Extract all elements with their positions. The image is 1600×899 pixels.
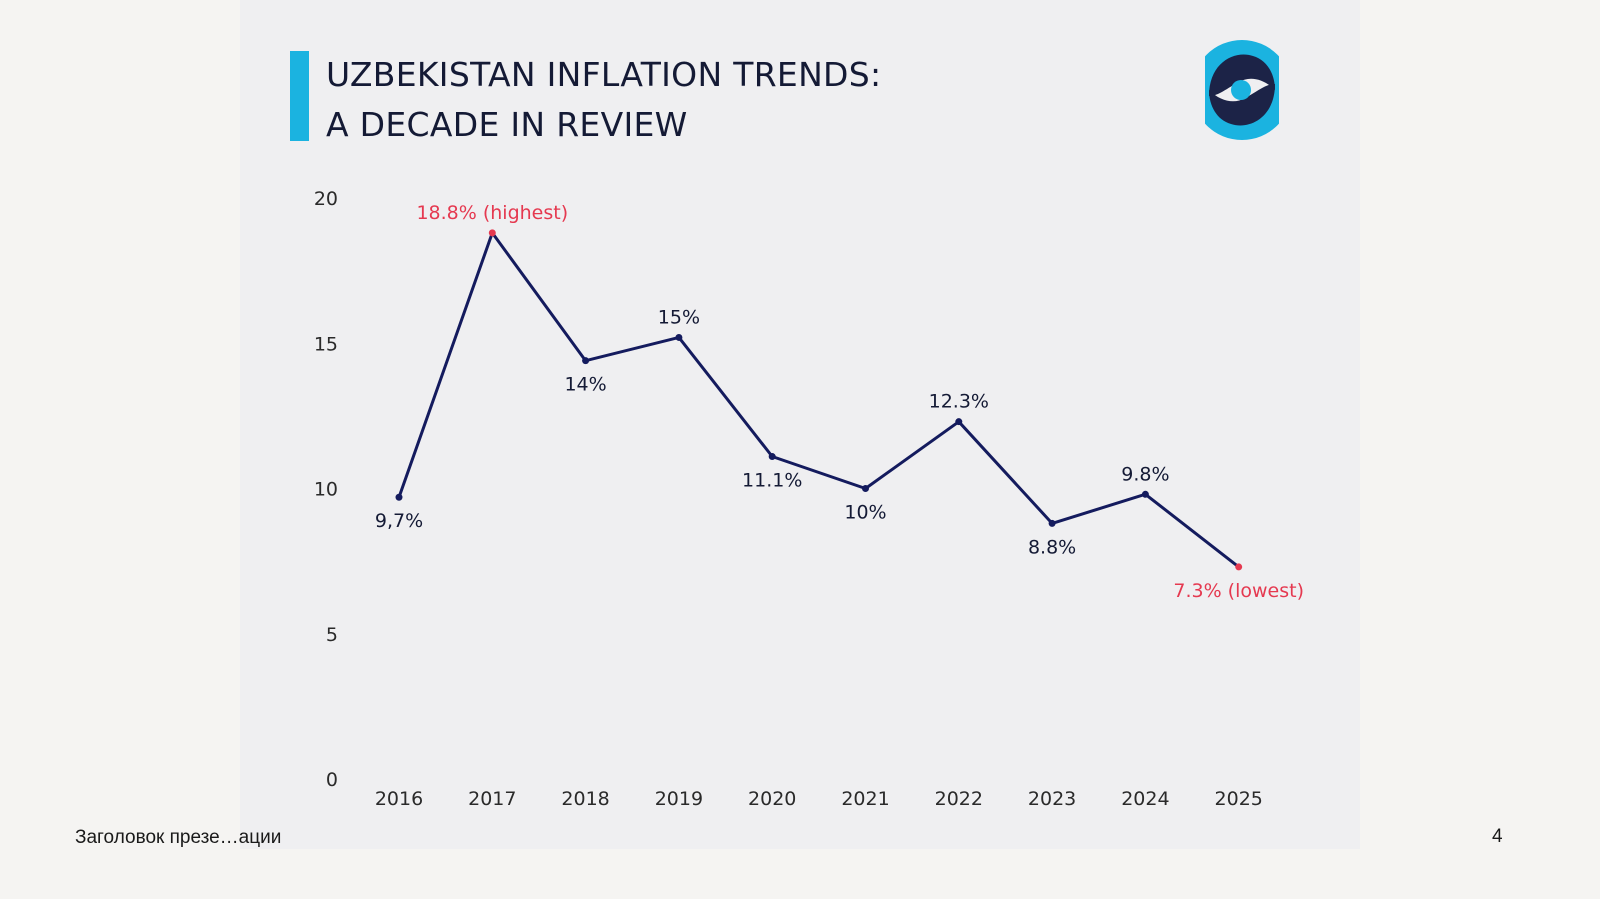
y-tick-label: 15 bbox=[314, 333, 338, 355]
page-title: UZBEKISTAN INFLATION TRENDS: A DECADE IN… bbox=[326, 50, 881, 150]
data-point bbox=[768, 453, 776, 461]
data-point bbox=[1048, 519, 1056, 527]
data-point bbox=[675, 333, 683, 341]
data-label: 7.3% (lowest) bbox=[1173, 580, 1304, 602]
brand-logo-icon bbox=[1205, 40, 1279, 140]
data-label: 11.1% bbox=[742, 470, 802, 492]
title-accent-bar bbox=[290, 51, 309, 141]
page-number: 4 bbox=[1492, 826, 1503, 847]
footer-presentation-title: Заголовок презе…ации bbox=[75, 827, 282, 848]
x-tick-label: 2016 bbox=[375, 788, 423, 810]
data-point bbox=[395, 493, 403, 501]
data-label: 9.8% bbox=[1121, 463, 1169, 485]
x-tick-label: 2025 bbox=[1215, 788, 1263, 810]
x-tick-label: 2021 bbox=[841, 788, 889, 810]
y-axis-ticks: 0 5 10 15 20 bbox=[314, 188, 338, 791]
x-tick-label: 2023 bbox=[1028, 788, 1076, 810]
data-label: 8.8% bbox=[1028, 536, 1076, 558]
y-tick-label: 0 bbox=[326, 769, 338, 791]
data-point bbox=[1235, 563, 1243, 571]
data-label: 18.8% (highest) bbox=[416, 202, 568, 224]
x-axis-ticks: 2016 2017 2018 2019 2020 2021 2022 2023 2024 2025 bbox=[375, 788, 1263, 810]
data-point bbox=[488, 229, 496, 237]
slide-panel bbox=[240, 0, 1360, 849]
data-point bbox=[862, 485, 869, 492]
data-label: 12.3% bbox=[929, 391, 989, 413]
data-points bbox=[395, 229, 1243, 571]
x-tick-label: 2022 bbox=[935, 788, 983, 810]
data-point bbox=[582, 357, 590, 365]
data-label: 10% bbox=[844, 502, 886, 524]
data-point bbox=[1141, 490, 1149, 498]
y-tick-label: 5 bbox=[326, 624, 338, 646]
y-tick-label: 10 bbox=[314, 479, 338, 501]
data-label: 9,7% bbox=[375, 510, 423, 532]
data-label: 15% bbox=[658, 306, 700, 328]
title-line-2: A DECADE IN REVIEW bbox=[326, 105, 688, 144]
title-line-1: UZBEKISTAN INFLATION TRENDS: bbox=[326, 55, 882, 94]
data-label: 14% bbox=[564, 374, 606, 396]
inflation-series-line bbox=[397, 231, 1240, 569]
y-tick-label: 20 bbox=[314, 188, 338, 210]
data-labels: 9,7% 18.8% (highest) 14% 15% 11.1% 10% 12.3% 8.… bbox=[375, 202, 1304, 602]
x-tick-label: 2019 bbox=[655, 788, 703, 810]
x-tick-label: 2024 bbox=[1121, 788, 1169, 810]
x-tick-label: 2017 bbox=[468, 788, 516, 810]
x-tick-label: 2020 bbox=[748, 788, 796, 810]
data-point bbox=[955, 418, 963, 426]
x-tick-label: 2018 bbox=[561, 788, 609, 810]
